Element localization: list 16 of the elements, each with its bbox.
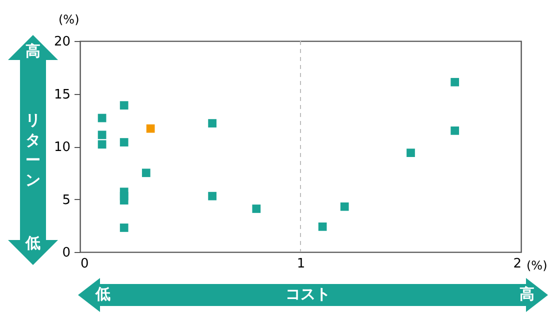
x-axis-title: (%) — [526, 258, 548, 272]
y-tick-label: 0 — [62, 246, 70, 260]
x-tick-label: 1 — [296, 256, 306, 272]
x-tick-label: 2 — [513, 256, 522, 272]
text: 高 — [518, 285, 536, 303]
text: リターン — [24, 110, 42, 190]
text: 高 — [24, 42, 42, 60]
text: コスト — [284, 285, 332, 303]
y-tick-label: 10 — [54, 140, 70, 155]
y-tick-label: 20 — [54, 34, 70, 50]
text: 低 — [94, 285, 112, 303]
text: 低 — [24, 234, 42, 252]
y-tick-label: 5 — [62, 192, 70, 208]
x-tick-label: 0 — [80, 256, 89, 272]
y-tick-label: 15 — [54, 87, 70, 102]
y-axis-title: (%) — [58, 12, 80, 26]
